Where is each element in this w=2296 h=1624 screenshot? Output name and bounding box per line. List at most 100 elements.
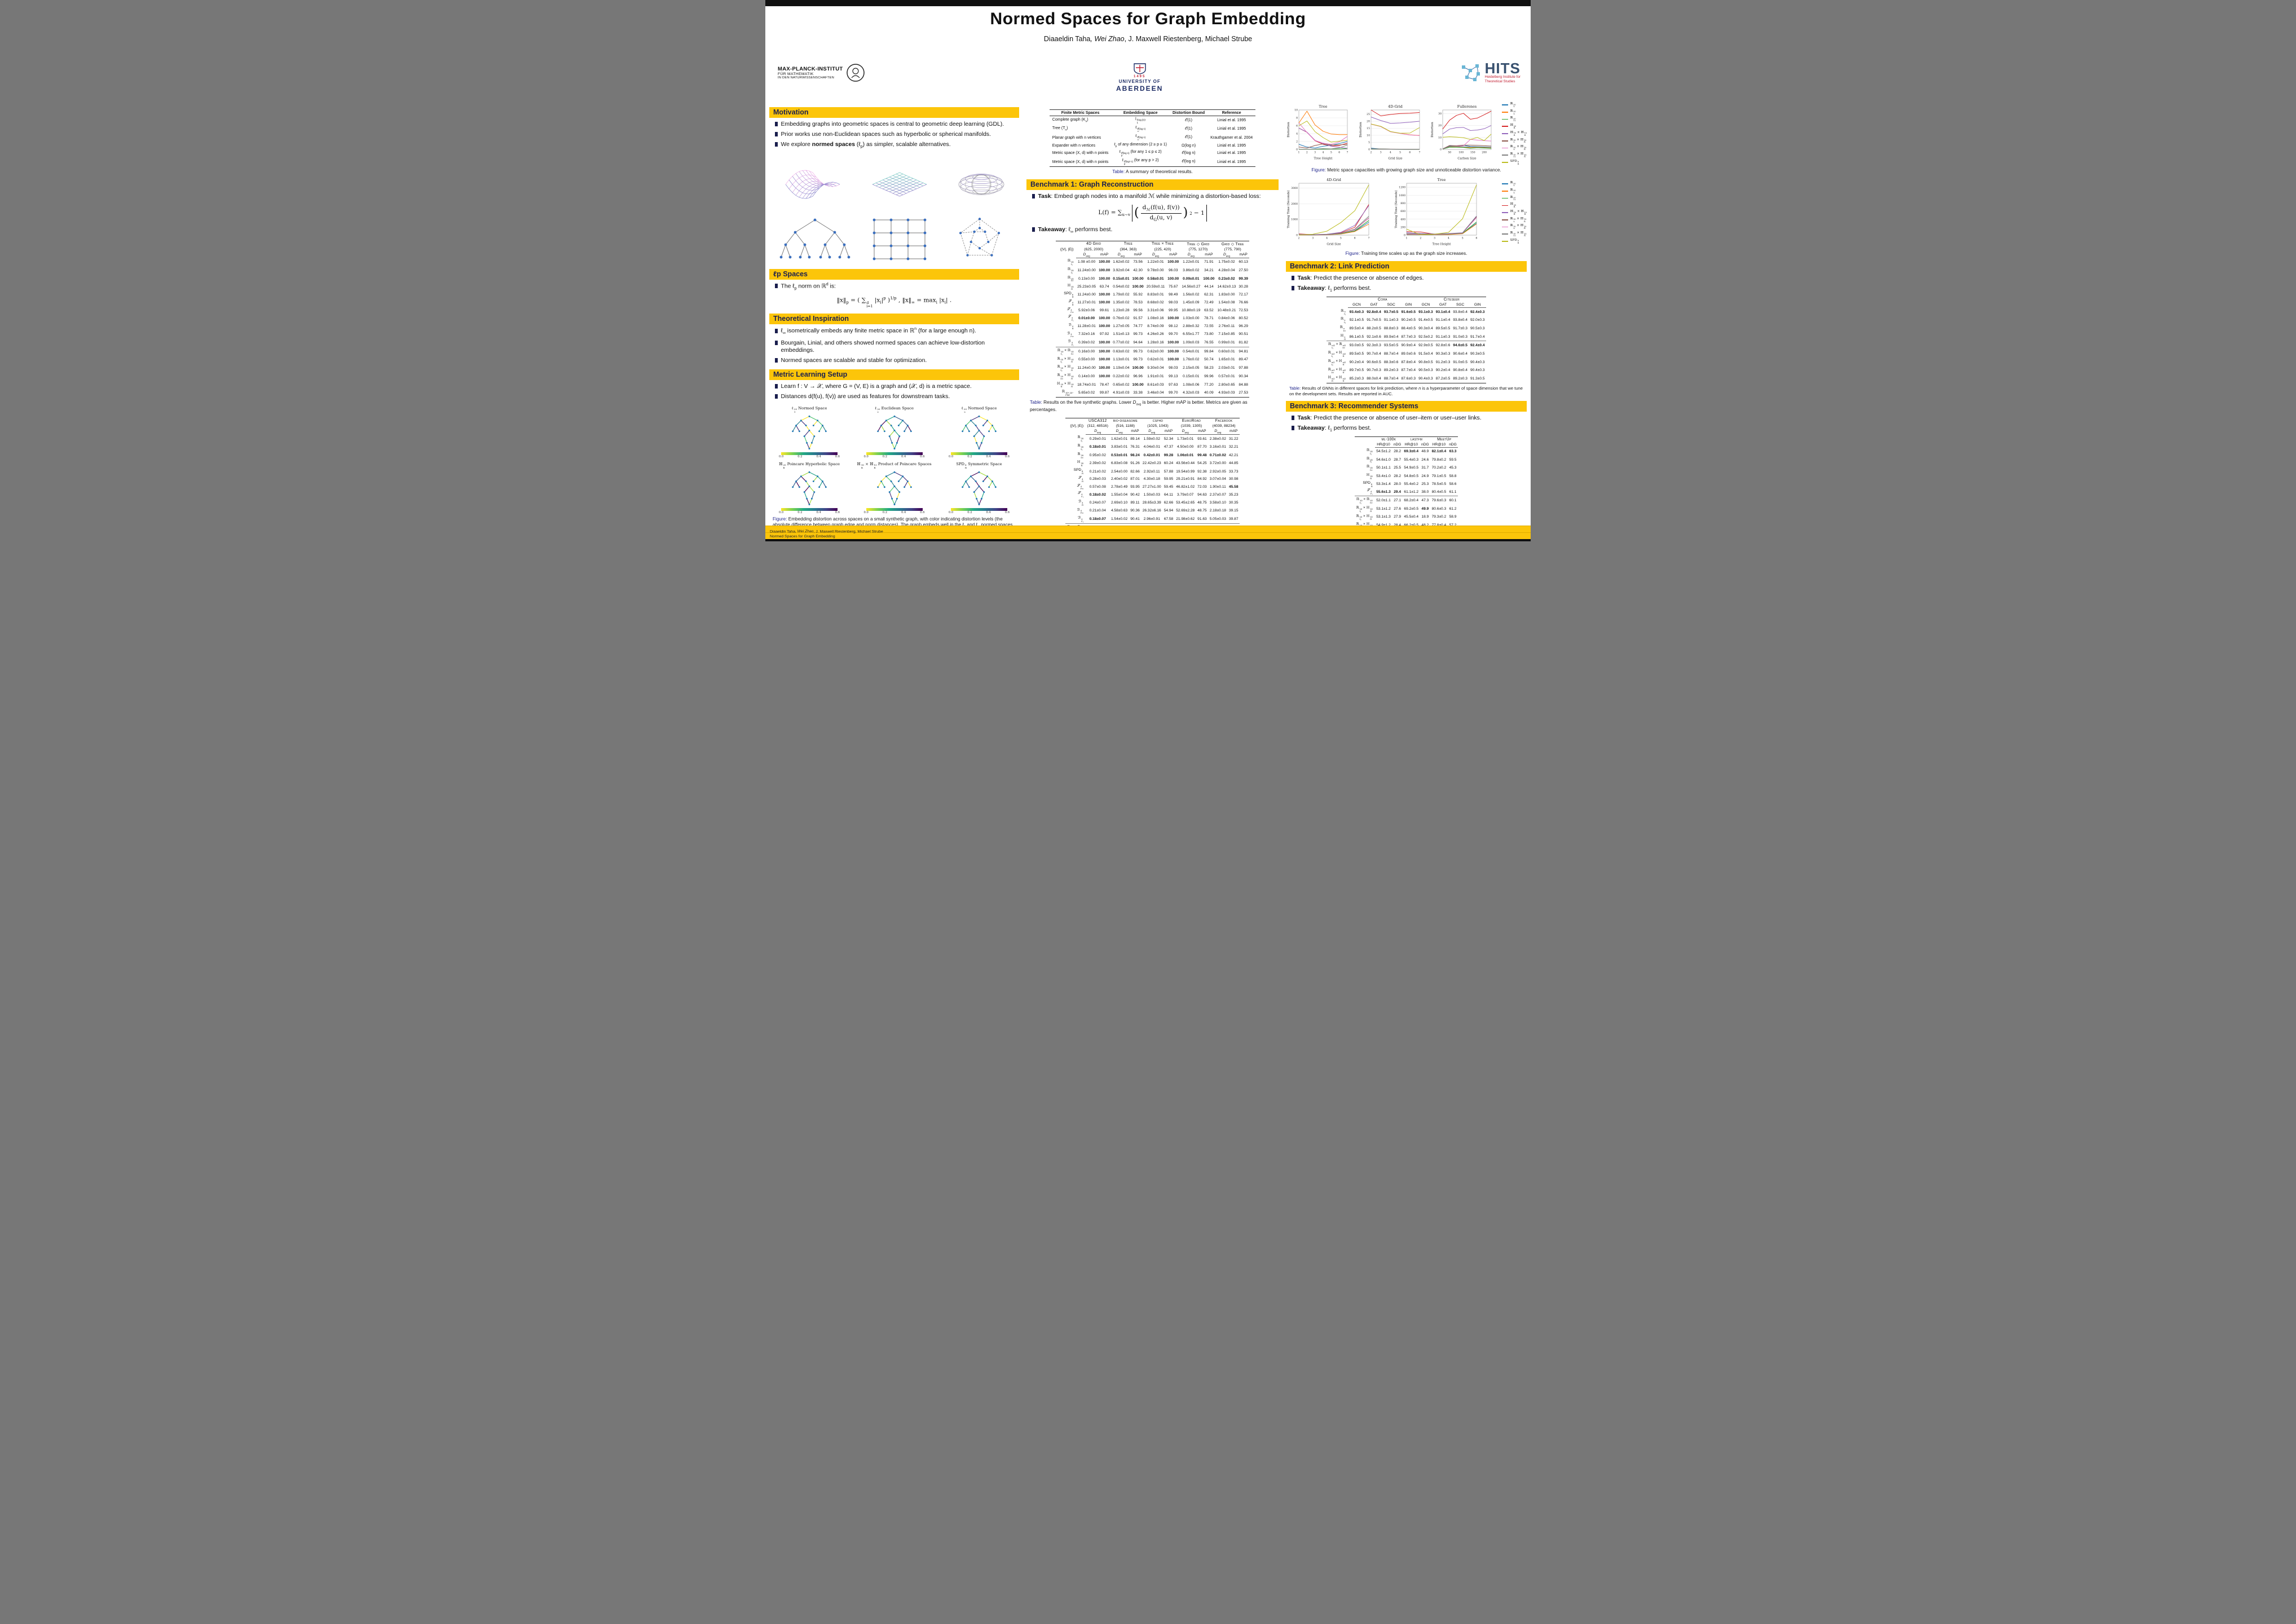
table-cell: 61.1 bbox=[1449, 489, 1457, 494]
table-row: ℬ 4 F₁ 0.18±0.07 1.54±0.02 90.41 2.96±0.91 67.5… bbox=[1065, 515, 1240, 523]
table-cell: 0.53±0.01 bbox=[1110, 453, 1128, 457]
table-cell: 8.61±0.03 bbox=[1147, 382, 1164, 387]
table-cell: 99.95 bbox=[1169, 308, 1178, 312]
table-cell: 75.67 bbox=[1169, 285, 1178, 289]
table-row: Planar graph with n vertices ℓ 𝒪(log n) ∞ 𝒪(… bbox=[1050, 134, 1255, 142]
svg-text:15: 15 bbox=[1367, 127, 1370, 131]
svg-text:Distortion: Distortion bbox=[1359, 122, 1363, 138]
table-cell: 3.72±0.00 bbox=[1209, 461, 1226, 466]
table-cell: 89.0±0.6 bbox=[1401, 351, 1416, 356]
svg-text:4: 4 bbox=[1448, 236, 1449, 240]
embedding-panel: SPD 6 R Symmetric Space 0.0 0.2 0.4 0.6 bbox=[939, 462, 1019, 514]
table-cell: 28.2 bbox=[1394, 474, 1402, 478]
bullet-item: Task: Predict the presence or absence of… bbox=[1292, 275, 1527, 282]
table-cell: 25.23±0.05 bbox=[1077, 285, 1096, 289]
table-cell: 1.55±0.04 bbox=[1110, 492, 1128, 497]
table-cell: Linial et al. 1995 bbox=[1217, 151, 1246, 156]
training-grid-chart: 0 1000 2000 3000 2 3 4 5 6 7 4D-Grid Grid Size Train… bbox=[1286, 177, 1370, 249]
table-cell: 93.1±0.4 bbox=[1435, 310, 1451, 314]
training-tree-chart: 0 200 400 600 800 1000 1200 1 2 3 4 5 6 Tree Tree Heig… bbox=[1394, 177, 1478, 249]
table-cell: 88.0±0.4 bbox=[1365, 374, 1383, 383]
bullet-item: Task: Embed graph nodes into a manifold … bbox=[1032, 193, 1279, 200]
bullet-marker-icon bbox=[775, 383, 778, 389]
table-cell: 92.4±0.4 bbox=[1469, 341, 1487, 350]
table-cell: 0.15±0.01 bbox=[1183, 374, 1200, 378]
synthetic-table-caption: Table: Results on the five synthetic gra… bbox=[1030, 400, 1248, 412]
table-cell: 92.8±0.6 bbox=[1434, 341, 1452, 350]
table-cell: 96.29 bbox=[1239, 324, 1248, 328]
table-cell: 1.56±0.02 bbox=[1183, 293, 1200, 297]
table-row: ℝ 20 ℓ₂ 0.18±0.01 3.83±0.01 76.31 4.04±0.01 47.… bbox=[1065, 443, 1240, 451]
table-cell: 90.41 bbox=[1130, 517, 1140, 522]
grid-graph-image bbox=[872, 218, 926, 261]
table-cell: 96.96 bbox=[1133, 374, 1143, 378]
table-cell: 92.3±0.3 bbox=[1365, 341, 1383, 350]
table-cell: 27.1 bbox=[1392, 496, 1403, 505]
table-cell: 32.21 bbox=[1228, 444, 1239, 449]
bullet-marker-icon bbox=[775, 132, 778, 136]
table-cell: 1.45±0.09 bbox=[1183, 301, 1200, 305]
table-cell: 7.32±0.16 bbox=[1078, 332, 1095, 337]
table-cell: 72.17 bbox=[1239, 293, 1248, 297]
mpi-logo-line2: FÜR MATHEMATIK bbox=[778, 72, 814, 76]
table-cell: 31.22 bbox=[1228, 436, 1239, 441]
table-cell: 2.78±0.49 bbox=[1110, 484, 1128, 489]
table-cell: 0.62±0.00 bbox=[1145, 346, 1166, 356]
table-cell: 73.80 bbox=[1204, 332, 1214, 337]
realworld-results-table: USCA312 bio-diseasome csphd EuroRoad Faceboo… bbox=[1026, 417, 1279, 541]
capacity-figure: 0 2 4 6 8 10 1 2 3 4 5 6 7 Tree Tree Height Distortion … bbox=[1286, 102, 1527, 165]
table-cell: 91.63 bbox=[1197, 517, 1207, 522]
table-cell: 47.37 bbox=[1164, 444, 1174, 449]
table-cell: 27.27±1.00 bbox=[1142, 484, 1161, 489]
embedded-graph-image bbox=[876, 471, 912, 505]
legend-item: ℍ 10 R × ℍ 10 R bbox=[1501, 131, 1527, 136]
table-cell: 2.69±0.10 bbox=[1110, 500, 1128, 505]
table-row: ℝ 10 ℓ₁ × ℝ 10 ℓ∞ 0.16±0.00 100.00 0.63±0.02 99.… bbox=[1055, 346, 1250, 356]
bullet-item: Prior works use non-Euclidean spaces suc… bbox=[775, 131, 1019, 138]
table-cell: 73.56 bbox=[1133, 260, 1143, 264]
table-cell: ℝ 20 ℓ₁ bbox=[1077, 435, 1084, 443]
table-cell: 25.3 bbox=[1421, 482, 1429, 487]
table-cell: 90.3±0.4 bbox=[1418, 326, 1433, 330]
svg-text:20: 20 bbox=[1438, 125, 1442, 128]
table-cell: 87.7±0.4 bbox=[1401, 368, 1416, 373]
table-row: ℬ 4 R 0.24±0.07 2.69±0.10 89.11 28.65±3.39 62.6… bbox=[1065, 498, 1240, 507]
table-row: ℝ 10 ℓ₁ × ℍ 10 R 0.55±0.00 100.00 1.13±0.01 99.7… bbox=[1056, 356, 1250, 364]
table-cell: 100.00 bbox=[1167, 358, 1179, 362]
table-row: ℝ 20 ℓ₂ 11.24±0.00 100.00 3.92±0.04 42.30 9.78±… bbox=[1056, 266, 1250, 275]
table-cell: 2.80±0.65 bbox=[1218, 382, 1235, 387]
line-chart: 0 10 20 30 50 100 150 200 Fullerenes Carbon Size D… bbox=[1431, 104, 1492, 161]
table-cell: Ω(log n) bbox=[1181, 143, 1196, 148]
table-cell: Tree (Tn) bbox=[1052, 126, 1068, 132]
colorbar-ticks: 0.0 0.2 0.4 0.6 bbox=[863, 454, 925, 458]
svg-text:5: 5 bbox=[1368, 142, 1370, 145]
legend-item: SPD 6 R bbox=[1501, 160, 1527, 165]
table-cell: 79.6±0.3 bbox=[1430, 496, 1448, 505]
capacity-figure-caption: Figure: Metric space capacities with gro… bbox=[1311, 167, 1501, 173]
table-cell: 0.62±0.01 bbox=[1147, 358, 1164, 362]
section-metric-learning: Metric Learning Setup bbox=[769, 369, 1019, 380]
table-cell: 92.9±0.5 bbox=[1417, 341, 1435, 350]
bullet-item: Takeaway: ℓ1 performs best. bbox=[1292, 425, 1527, 434]
synthetic-results-table: 4D Grid Tree Tree × Tree Tree ◇ Grid Grid ◇ … bbox=[1026, 240, 1279, 398]
colorbar-ticks: 0.0 0.2 0.4 0.6 bbox=[863, 510, 925, 514]
table-cell: 29.21±0.91 bbox=[1176, 477, 1195, 482]
table-cell: 0.22±0.02 bbox=[1113, 374, 1130, 378]
table-cell: ℓ 𝒪(log n) ∞ bbox=[1135, 125, 1146, 133]
table-cell: 0.76±0.02 bbox=[1113, 316, 1130, 320]
table-cell: 100.00 bbox=[1132, 276, 1144, 281]
svg-text:4: 4 bbox=[1296, 133, 1298, 136]
table-cell: 5.65±0.02 bbox=[1076, 389, 1098, 398]
table-cell: 100.00 bbox=[1099, 374, 1110, 378]
bullet-marker-icon bbox=[775, 142, 778, 147]
svg-text:10: 10 bbox=[1294, 109, 1298, 112]
table-cell: ℝ 20 ℓ∞ bbox=[1367, 465, 1373, 472]
table-cell: 1.50±0.03 bbox=[1143, 492, 1160, 497]
table-cell: 1.27±0.05 bbox=[1113, 324, 1130, 328]
table-cell: 100.00 bbox=[1099, 341, 1110, 345]
table-cell: 89.9±0.4 bbox=[1383, 334, 1399, 339]
embedded-graph-image bbox=[962, 415, 997, 449]
legend-item: ℝ 10 ℓ₁ × ℍ 10 R bbox=[1501, 138, 1527, 144]
